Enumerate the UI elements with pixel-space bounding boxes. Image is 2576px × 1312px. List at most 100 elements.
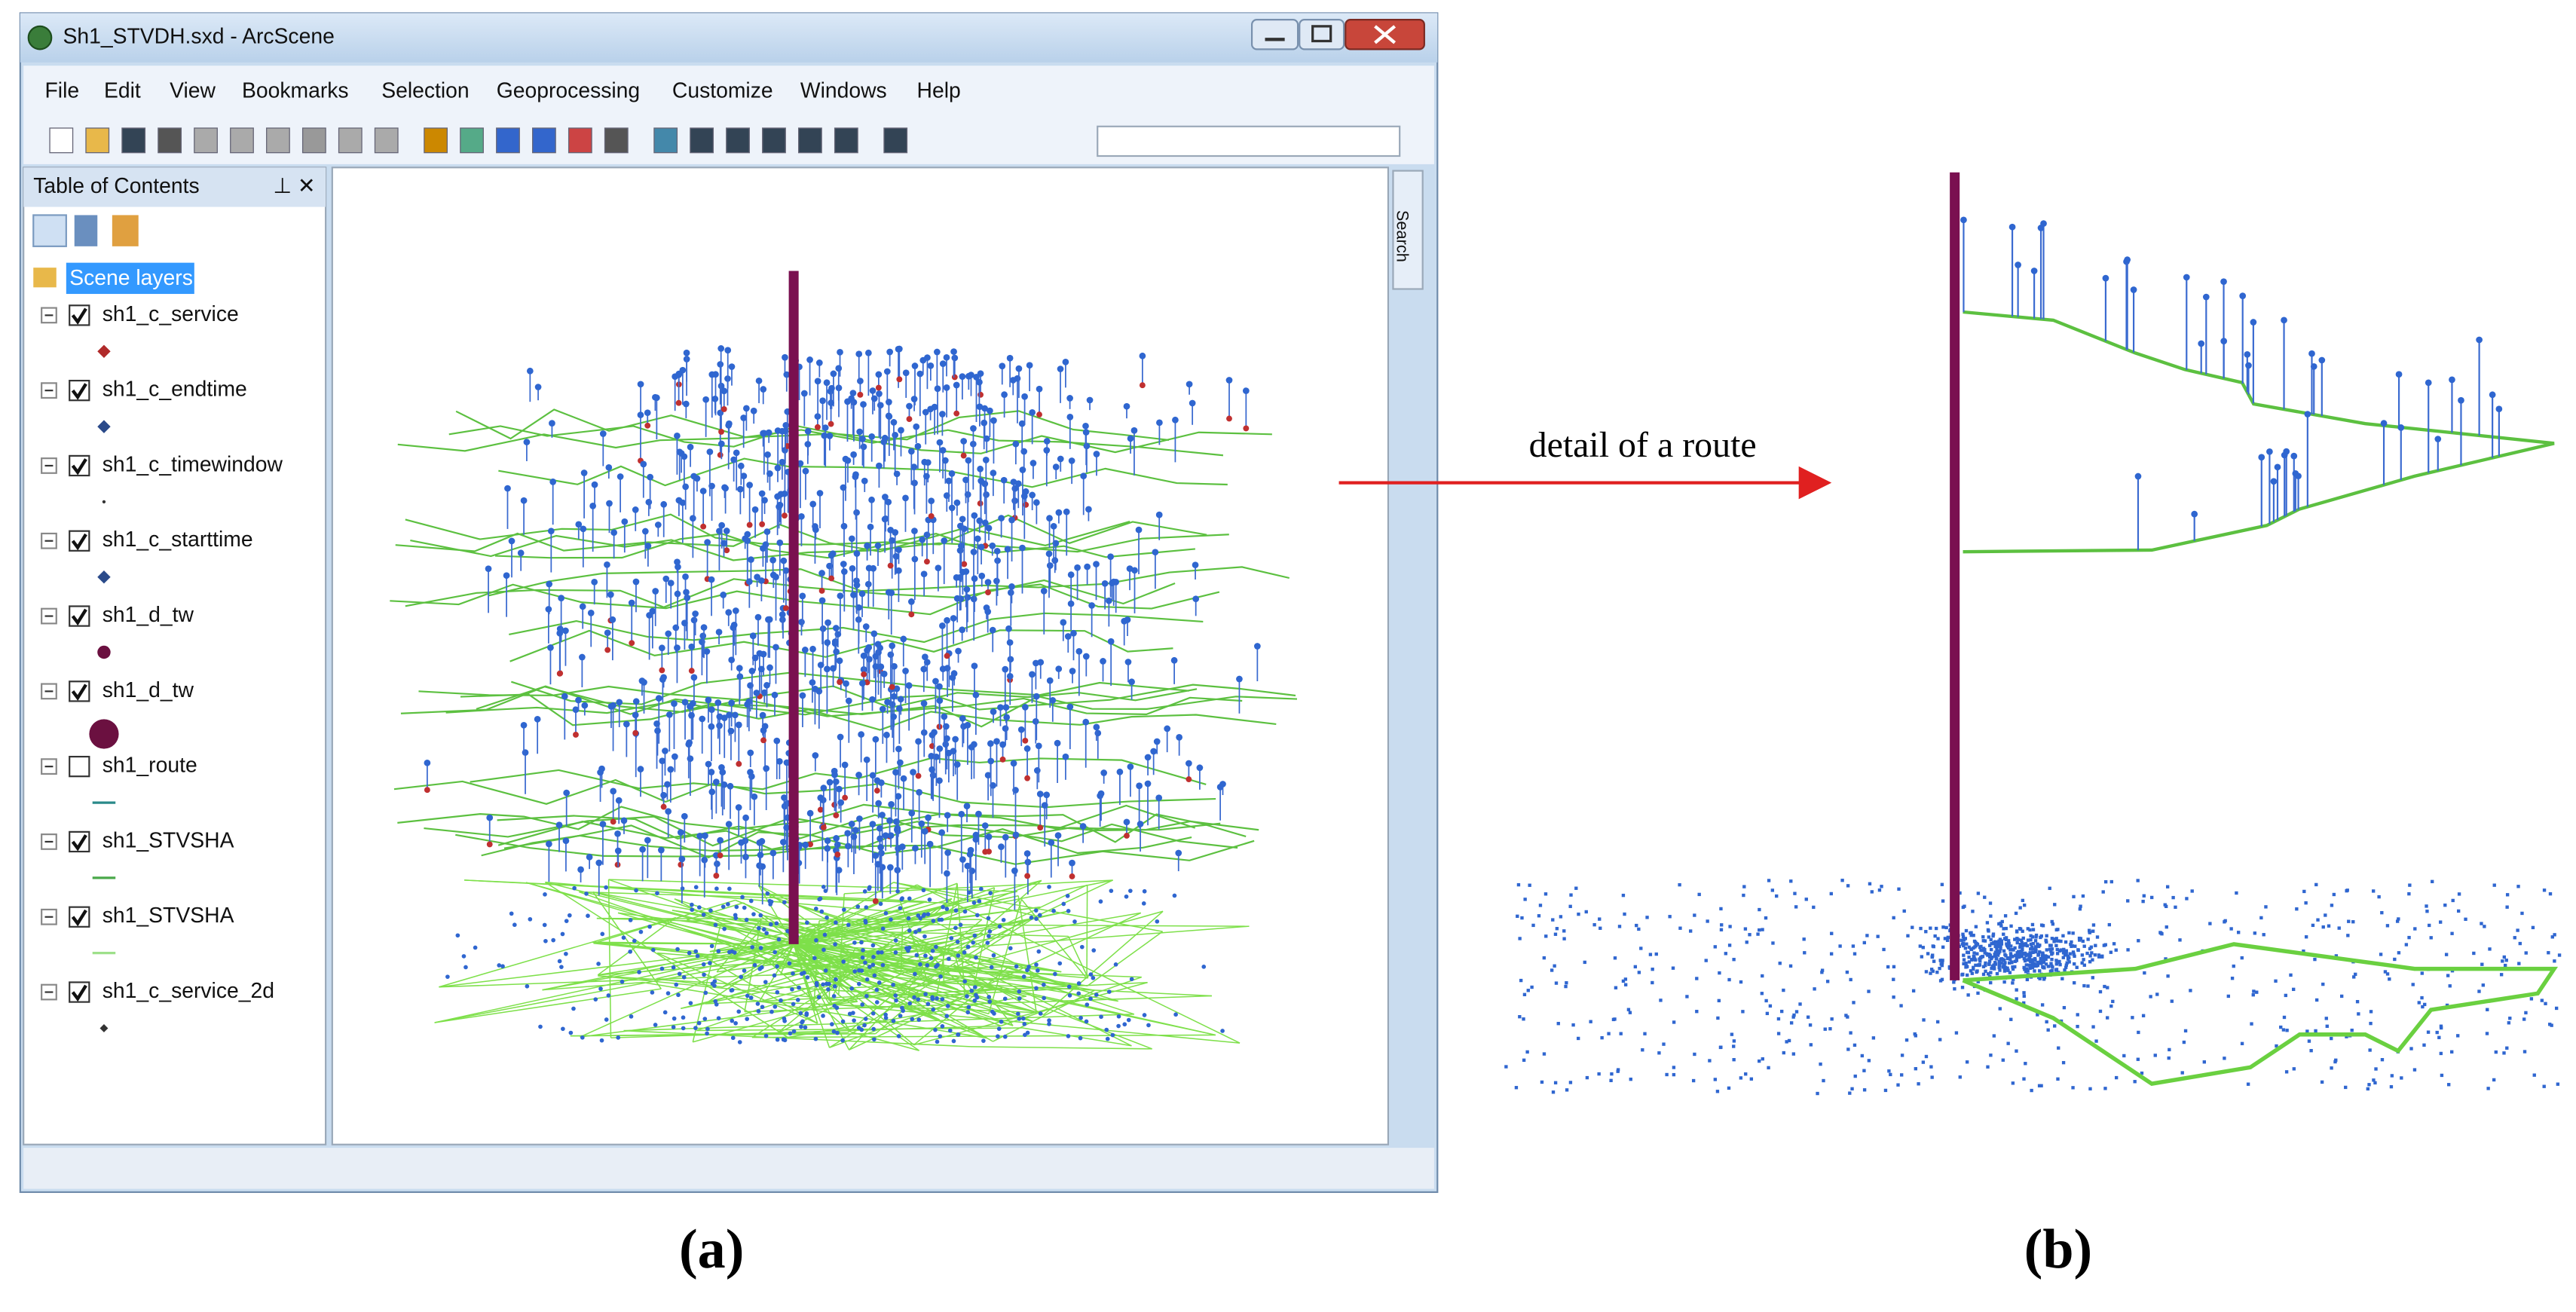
tool-button[interactable] — [85, 127, 110, 154]
ground-point — [1945, 938, 1950, 942]
tool-button[interactable] — [230, 127, 254, 154]
list-by-source[interactable] — [74, 215, 98, 246]
tool-button[interactable] — [266, 127, 290, 154]
tool-button[interactable] — [532, 127, 556, 154]
ground-point — [2080, 961, 2084, 965]
tool-button[interactable] — [883, 127, 908, 154]
menu-item[interactable]: Help — [917, 79, 961, 103]
tool-button[interactable] — [460, 127, 484, 154]
menu-item[interactable]: View — [170, 79, 216, 103]
point — [580, 525, 587, 533]
point — [776, 501, 784, 509]
menu-item[interactable]: Customize — [672, 79, 773, 103]
tool-button[interactable] — [194, 127, 218, 154]
point — [2015, 261, 2021, 268]
tool-button[interactable] — [121, 127, 146, 154]
tool-button[interactable] — [834, 127, 858, 154]
ground-point — [1913, 1032, 1917, 1036]
maximize-button[interactable] — [1299, 19, 1345, 50]
layer-name[interactable]: sh1_route — [102, 754, 197, 778]
ground-point — [1860, 1054, 1865, 1058]
tool-button[interactable] — [301, 127, 326, 154]
ground-point — [1659, 999, 1663, 1002]
ground-point — [2372, 1078, 2376, 1082]
tool-button[interactable] — [798, 127, 822, 154]
ground-point — [2009, 1017, 2013, 1021]
tool-button[interactable] — [49, 127, 74, 154]
layer-name[interactable]: sh1_c_endtime — [102, 378, 247, 402]
tool-button[interactable] — [424, 127, 448, 154]
point — [1144, 754, 1152, 761]
network-edge — [829, 1003, 1241, 1044]
tool-button[interactable] — [653, 127, 678, 154]
tool-button[interactable] — [762, 127, 786, 154]
ground-point — [2068, 952, 2072, 956]
point — [819, 625, 827, 632]
point — [745, 578, 753, 586]
tool-button[interactable] — [374, 127, 399, 154]
minimize-button[interactable] — [1250, 19, 1299, 50]
ground-point — [2325, 1024, 2329, 1028]
tool-button[interactable] — [568, 127, 592, 154]
list-by-drawing-order[interactable] — [32, 214, 67, 247]
point — [679, 499, 687, 506]
layer-name[interactable]: sh1_d_tw — [102, 603, 194, 627]
ground-point — [1767, 1066, 1770, 1070]
ground-point — [1935, 1020, 1940, 1024]
point — [1094, 729, 1102, 737]
tool-button[interactable] — [158, 127, 182, 154]
menu-item[interactable]: Geoprocessing — [497, 79, 640, 103]
ground-point — [899, 897, 904, 902]
list-by-visibility[interactable] — [112, 215, 139, 246]
point — [870, 630, 878, 638]
search-tab[interactable] — [1392, 170, 1424, 290]
layer-checkbox[interactable] — [69, 755, 90, 778]
point — [875, 371, 883, 378]
ground-point — [2502, 955, 2506, 959]
tool-button[interactable] — [496, 127, 520, 154]
tool-button[interactable] — [726, 127, 750, 154]
point — [687, 443, 694, 451]
layer-name[interactable]: sh1_STVSHA — [102, 904, 234, 928]
point — [965, 457, 972, 464]
ground-point — [2002, 932, 2005, 936]
ground-point — [1852, 1043, 1857, 1047]
point — [2308, 350, 2315, 357]
ground-point — [935, 995, 939, 1001]
point — [572, 706, 580, 714]
point — [850, 592, 857, 598]
tool-button[interactable] — [690, 127, 714, 154]
layer-name[interactable]: sh1_c_service — [102, 302, 239, 326]
service-point — [887, 562, 894, 569]
menu-item[interactable]: Edit — [104, 79, 141, 103]
service-point — [985, 589, 991, 596]
ground-point — [2015, 1049, 2018, 1053]
layer-name[interactable]: sh1_d_tw — [102, 678, 194, 702]
tool-button[interactable] — [604, 127, 629, 154]
point — [779, 839, 787, 846]
ground-point — [2314, 1029, 2317, 1033]
ground-point — [2235, 891, 2238, 895]
layer-name[interactable]: sh1_c_timewindow — [102, 452, 283, 476]
ground-point — [767, 898, 772, 904]
ground-point — [2015, 997, 2018, 1001]
point — [880, 670, 888, 677]
ground-point — [852, 1018, 856, 1023]
network-edge — [793, 943, 858, 1002]
layer-name[interactable]: sh1_STVSHA — [102, 828, 234, 852]
scale-combo[interactable] — [1097, 125, 1401, 158]
menu-item[interactable]: File — [45, 79, 80, 103]
ground-point — [2028, 951, 2032, 955]
ground-point — [947, 956, 951, 962]
menu-item[interactable]: Selection — [381, 79, 469, 103]
layer-name[interactable]: sh1_c_service_2d — [102, 979, 274, 1003]
menu-item[interactable]: Bookmarks — [242, 79, 349, 103]
ground-point — [2481, 983, 2485, 987]
menu-item[interactable]: Windows — [800, 79, 887, 103]
toc-pin[interactable]: ⊥ ✕ — [273, 174, 315, 198]
layer-name[interactable]: sh1_c_starttime — [102, 528, 253, 552]
ground-point — [2553, 959, 2556, 963]
tool-button[interactable] — [338, 127, 363, 154]
ground-point — [1896, 1083, 1900, 1087]
root-highlight[interactable] — [66, 262, 194, 295]
